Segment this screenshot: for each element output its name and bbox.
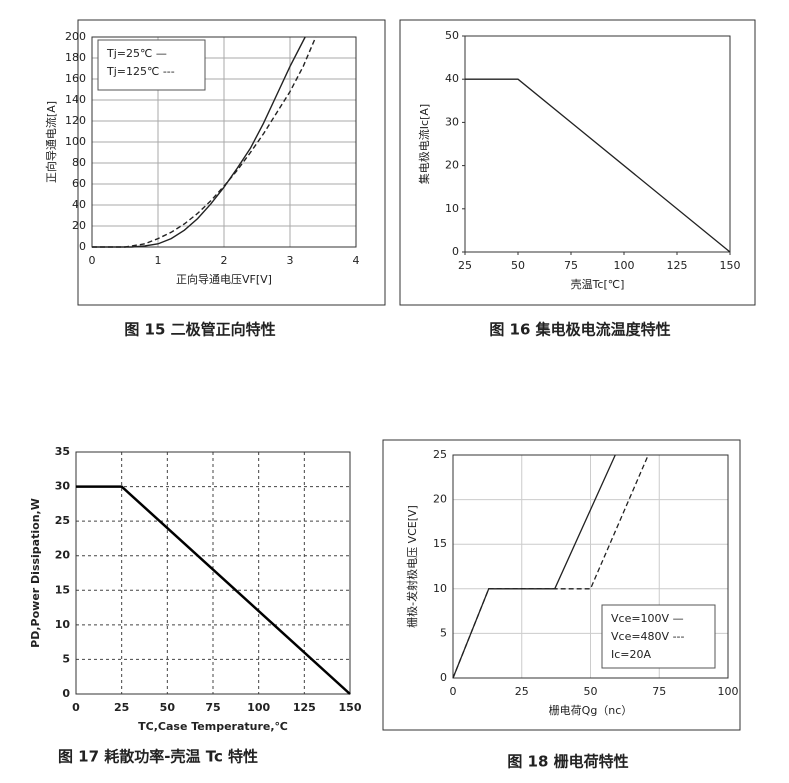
y-tick-label: 10 xyxy=(433,582,447,595)
y-tick-label: 25 xyxy=(433,448,447,461)
y-tick-label: 5 xyxy=(62,652,70,665)
y-axis-label: 正向导通电流[A] xyxy=(44,101,58,183)
plot-area xyxy=(91,36,357,248)
y-tick-label: 20 xyxy=(55,549,71,562)
x-tick-label: 0 xyxy=(89,254,96,267)
x-tick-label: 25 xyxy=(515,685,529,698)
y-tick-label: 5 xyxy=(440,626,447,639)
y-tick-label: 180 xyxy=(65,51,86,64)
x-tick-label: 100 xyxy=(614,259,635,272)
x-axis-label: TC,Case Temperature,℃ xyxy=(138,720,288,733)
plot-area xyxy=(452,454,729,679)
x-axis-label: 栅电荷Qg（nc） xyxy=(549,703,633,717)
x-tick-label: 75 xyxy=(205,701,220,714)
y-tick-label: 20 xyxy=(433,493,447,506)
x-tick-label: 125 xyxy=(667,259,688,272)
data-line xyxy=(452,454,649,679)
y-tick-label: 40 xyxy=(72,198,86,211)
x-tick-label: 3 xyxy=(287,254,294,267)
y-tick-label: 0 xyxy=(79,240,86,253)
x-tick-label: 1 xyxy=(155,254,162,267)
caption: 图 18 栅电荷特性 xyxy=(507,753,628,771)
x-axis-label: 正向导通电压VF[V] xyxy=(176,272,272,286)
x-tick-label: 75 xyxy=(564,259,578,272)
data-line xyxy=(76,485,351,695)
data-line xyxy=(92,36,306,248)
x-tick-label: 0 xyxy=(450,685,457,698)
y-tick-label: 60 xyxy=(72,177,86,190)
caption: 图 15 二极管正向特性 xyxy=(124,321,275,339)
y-tick-label: 30 xyxy=(445,115,459,128)
x-tick-label: 0 xyxy=(72,701,80,714)
legend-box xyxy=(601,604,716,669)
y-tick-label: 20 xyxy=(445,159,459,172)
y-tick-label: 0 xyxy=(452,245,459,258)
caption: 图 17 耗散功率-壳温 Tc 特性 xyxy=(58,748,258,766)
y-tick-label: 15 xyxy=(433,537,447,550)
y-tick-label: 100 xyxy=(65,135,86,148)
y-tick-label: 140 xyxy=(65,93,86,106)
x-tick-label: 100 xyxy=(247,701,270,714)
x-tick-label: 2 xyxy=(221,254,228,267)
y-tick-label: 30 xyxy=(55,480,71,493)
y-tick-label: 35 xyxy=(55,445,70,458)
x-tick-label: 4 xyxy=(353,254,360,267)
x-tick-label: 50 xyxy=(584,685,598,698)
legend-box xyxy=(97,39,206,91)
legend-entry: Vce=480V --- xyxy=(611,630,685,643)
y-tick-label: 15 xyxy=(55,583,70,596)
legend-entry: Vce=100V — xyxy=(611,612,684,625)
y-tick-label: 10 xyxy=(55,618,71,631)
x-tick-label: 150 xyxy=(339,701,362,714)
x-tick-label: 125 xyxy=(293,701,316,714)
plot-area xyxy=(464,35,731,253)
x-axis-label: 壳温Tc[℃] xyxy=(571,277,625,291)
y-tick-label: 120 xyxy=(65,114,86,127)
y-tick-label: 50 xyxy=(445,29,459,42)
y-tick-label: 10 xyxy=(445,202,459,215)
y-tick-label: 0 xyxy=(440,671,447,684)
y-axis-label: 集电极电流Ic[A] xyxy=(417,104,431,184)
x-tick-label: 50 xyxy=(160,701,176,714)
y-tick-label: 20 xyxy=(72,219,86,232)
data-line xyxy=(465,78,731,253)
x-tick-label: 50 xyxy=(511,259,525,272)
y-tick-label: 40 xyxy=(445,72,459,85)
caption: 图 16 集电极电流温度特性 xyxy=(489,321,670,339)
y-tick-label: 0 xyxy=(62,687,70,700)
x-tick-label: 150 xyxy=(720,259,741,272)
y-axis-label: 栅极-发射极电压 VCE[V] xyxy=(405,505,419,628)
y-tick-label: 25 xyxy=(55,514,70,527)
y-tick-label: 200 xyxy=(65,30,86,43)
y-axis-label: PD,Power Dissipation,W xyxy=(29,498,42,648)
plot-area xyxy=(75,451,351,695)
legend-entry: Tj=125℃ --- xyxy=(106,65,175,78)
legend-entry: Tj=25℃ — xyxy=(106,47,167,60)
chart-frame xyxy=(399,19,756,306)
x-tick-label: 25 xyxy=(458,259,472,272)
x-tick-label: 25 xyxy=(114,701,129,714)
data-line xyxy=(92,36,317,248)
legend-note: Ic=20A xyxy=(611,648,652,661)
chart-frame xyxy=(77,19,386,306)
y-tick-label: 80 xyxy=(72,156,86,169)
x-tick-label: 75 xyxy=(652,685,666,698)
chart-frame xyxy=(382,439,741,731)
y-tick-label: 160 xyxy=(65,72,86,85)
x-tick-label: 100 xyxy=(718,685,739,698)
